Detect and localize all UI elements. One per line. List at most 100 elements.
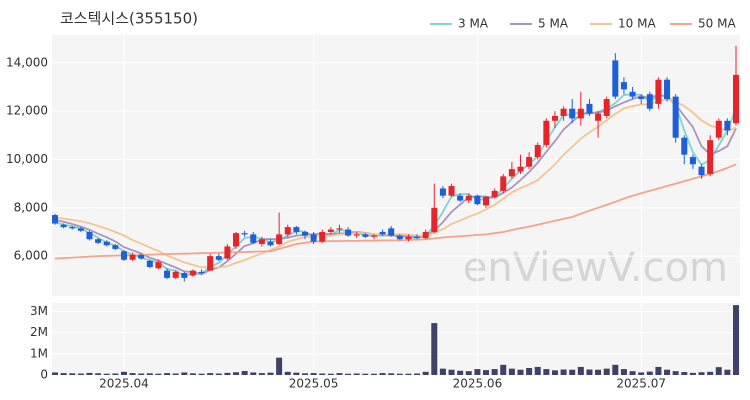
candle-body <box>483 196 490 206</box>
candle-body <box>551 115 558 121</box>
volume-bar <box>353 373 360 375</box>
candle-body <box>681 137 688 155</box>
volume-bar <box>405 373 412 375</box>
volume-bar <box>603 368 610 375</box>
volume-plot-area <box>52 303 740 375</box>
x-tick-label: 2025.06 <box>453 377 503 391</box>
candle-body <box>439 188 446 196</box>
volume-bar <box>370 373 377 375</box>
volume-bar <box>310 373 317 375</box>
watermark: enViewV.com <box>463 245 728 291</box>
volume-bar <box>284 371 291 375</box>
volume-bar <box>689 372 696 375</box>
legend-label: 3 MA <box>458 17 489 31</box>
candle-body <box>319 231 326 242</box>
volume-bar <box>517 369 524 375</box>
volume-bar <box>267 372 274 375</box>
volume-bar <box>638 372 645 375</box>
candle-body <box>336 228 343 230</box>
y-tick-label: 14,000 <box>6 55 48 69</box>
candle-body <box>250 234 257 243</box>
candle-body <box>465 195 472 201</box>
candle-body <box>370 235 377 237</box>
volume-bar <box>198 373 205 375</box>
candle-body <box>474 195 481 205</box>
volume-tick-label: 2M <box>30 325 48 339</box>
volume-bar <box>95 373 102 375</box>
volume-bar <box>241 370 248 375</box>
volume-bar <box>146 373 153 375</box>
candle-body <box>69 227 76 229</box>
candle-body <box>638 96 645 100</box>
candle-body <box>379 231 386 235</box>
volume-bar <box>215 373 222 375</box>
chart-title: 코스텍시스(355150) <box>60 10 198 28</box>
volume-bar <box>258 373 265 375</box>
volume-bar <box>491 369 498 375</box>
candle-body <box>457 195 464 201</box>
candle-body <box>112 245 119 249</box>
candle-body <box>646 94 653 109</box>
volume-bar <box>655 366 662 375</box>
candle-body <box>603 99 610 116</box>
candle-body <box>198 271 205 274</box>
candle-body <box>629 91 636 97</box>
volume-bar <box>715 367 722 375</box>
volume-bar <box>543 369 550 375</box>
volume-bar <box>319 373 326 375</box>
candle-body <box>95 239 102 243</box>
volume-bar <box>483 370 490 375</box>
volume-bar <box>551 370 558 375</box>
volume-bar <box>724 369 731 375</box>
candle-body <box>129 254 136 260</box>
legend-label: 10 MA <box>618 17 656 31</box>
y-tick-label: 8,000 <box>14 200 48 214</box>
candle-body <box>586 103 593 114</box>
legend-label: 50 MA <box>698 17 736 31</box>
volume-bar <box>508 368 515 375</box>
candle-body <box>715 120 722 138</box>
candle-body <box>620 82 627 90</box>
candle-body <box>414 236 421 238</box>
candle-body <box>560 108 567 116</box>
candle-body <box>301 231 308 236</box>
candle-body <box>508 169 515 177</box>
candle-body <box>155 262 162 269</box>
candle-body <box>215 256 222 260</box>
candle-body <box>517 166 524 172</box>
volume-bar <box>293 372 300 375</box>
volume-bar <box>172 373 179 375</box>
candle-body <box>655 79 662 104</box>
candle-body <box>388 228 395 236</box>
volume-bar <box>138 373 145 375</box>
candle-body <box>77 228 84 231</box>
candle-body <box>172 271 179 278</box>
volume-bar <box>457 370 464 375</box>
volume-bar <box>250 372 257 375</box>
candle-body <box>276 234 283 245</box>
volume-bar <box>60 373 67 375</box>
volume-bar <box>189 373 196 375</box>
volume-bar <box>595 369 602 375</box>
candle-body <box>689 157 696 165</box>
candle-body <box>103 241 110 246</box>
volume-bar <box>301 373 308 375</box>
candle-body <box>310 234 317 242</box>
volume-bar <box>439 368 446 375</box>
volume-bar <box>560 369 567 375</box>
volume-bar <box>448 369 455 375</box>
candle-body <box>672 96 679 138</box>
candle-body <box>224 246 231 259</box>
x-tick-label: 2025.07 <box>616 377 666 391</box>
candle-body <box>707 140 714 174</box>
candle-body <box>138 254 145 259</box>
volume-bar <box>69 373 76 375</box>
candle-body <box>189 270 196 276</box>
volume-bar <box>569 369 576 375</box>
candle-body <box>284 227 291 235</box>
volume-bar <box>526 368 533 375</box>
volume-bar <box>646 371 653 375</box>
volume-bar <box>345 373 352 375</box>
candle-body <box>120 251 127 260</box>
candle-body <box>491 190 498 197</box>
